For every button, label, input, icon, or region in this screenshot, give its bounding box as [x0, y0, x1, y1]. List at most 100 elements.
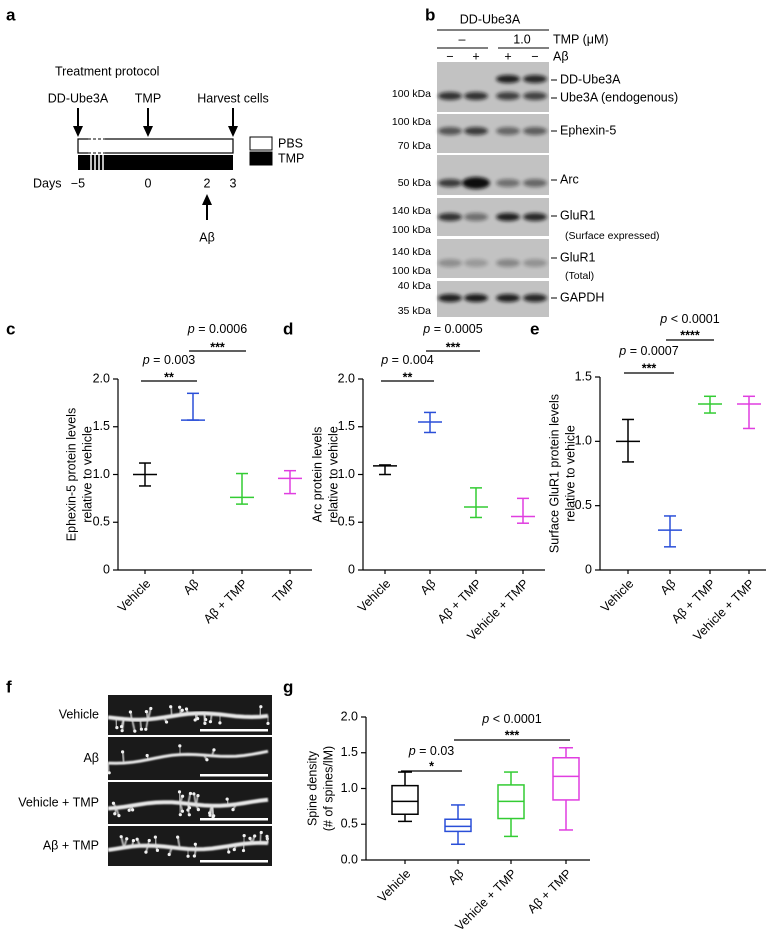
significance-stars: ***	[642, 361, 657, 375]
marker-label: 100 kDa	[392, 116, 431, 128]
arrow-label: TMP	[135, 91, 161, 105]
band	[438, 213, 462, 221]
spine-head	[186, 854, 190, 858]
y-tick-label: 1.0	[341, 781, 358, 795]
scale-bar	[200, 818, 268, 821]
spine-head	[133, 729, 137, 733]
spine-head	[139, 727, 144, 731]
marker-label: 140 kDa	[392, 205, 431, 217]
y-axis-label: Ephexin-5 protein levels	[64, 408, 78, 541]
spine-head	[205, 758, 209, 762]
spine-head	[128, 710, 132, 714]
y-axis-label: Spine density	[305, 750, 319, 826]
lane-sign: −	[531, 49, 538, 63]
band	[496, 127, 520, 135]
tmp-level: 1.0	[513, 32, 530, 46]
spine-head	[120, 729, 124, 733]
band-label: DD-Ube3A	[560, 72, 621, 86]
x-tick-label: TMP	[270, 577, 299, 606]
panel-a: a Treatment protocol DD-Ube3A TMP Harves…	[6, 5, 304, 244]
spine	[259, 706, 262, 717]
significance-stars: *	[429, 759, 434, 773]
spine	[187, 793, 192, 804]
y-tick-label: 0.5	[338, 515, 355, 529]
spine	[187, 803, 191, 815]
legend-box	[249, 151, 273, 166]
dendrite	[107, 749, 269, 765]
pbs-bar	[77, 138, 234, 154]
y-tick-label: 1.5	[575, 369, 592, 383]
spine-head	[149, 706, 153, 711]
panel-letter: e	[530, 319, 539, 338]
p-value: p = 0.0007	[618, 344, 678, 358]
band-label: GluR1	[560, 208, 595, 222]
spine-head	[196, 716, 200, 721]
marker-label: 100 kDa	[392, 224, 431, 236]
band	[496, 259, 520, 267]
band	[464, 294, 488, 302]
spine	[147, 708, 152, 720]
abeta-label: Aβ	[199, 230, 215, 244]
x-tick-label: Aβ + TMP	[201, 577, 251, 627]
bar-break	[90, 155, 104, 170]
day-label: 0	[145, 176, 152, 190]
blot-panel	[437, 155, 549, 195]
spine	[131, 719, 136, 732]
band	[438, 259, 462, 267]
band	[523, 179, 547, 187]
arrow-label: Harvest cells	[197, 91, 269, 105]
y-tick-label: 2.0	[93, 371, 110, 385]
spine-head	[178, 705, 182, 709]
arrows	[73, 108, 238, 220]
significance-stars: ***	[446, 340, 461, 354]
p-value: p = 0.0006	[187, 322, 247, 336]
spine	[176, 836, 181, 849]
image-label: Vehicle	[59, 707, 99, 721]
days-label: Days	[33, 176, 61, 190]
day-label: 3	[230, 176, 237, 190]
spine-head	[187, 813, 191, 817]
spine	[178, 791, 181, 803]
construct-label: DD-Ube3A	[460, 12, 521, 26]
spine-head	[232, 847, 236, 852]
band	[496, 92, 520, 100]
y-tick-label: 0	[103, 562, 110, 576]
x-tick-label: Vehicle	[355, 577, 393, 615]
spine-head	[259, 830, 263, 835]
spine-head	[196, 793, 200, 798]
band	[464, 127, 488, 135]
image-label: Aβ + TMP	[43, 838, 99, 852]
x-tick-label: Vehicle	[375, 867, 413, 905]
spine-head	[176, 835, 180, 839]
lane-sign: +	[504, 49, 511, 63]
band	[462, 177, 490, 189]
y-tick-label: 1.0	[338, 467, 355, 481]
spine-head	[178, 813, 182, 817]
band	[523, 294, 547, 302]
marker-label: 70 kDa	[398, 140, 431, 152]
p-value: p < 0.0001	[481, 712, 541, 726]
spine-head	[196, 808, 200, 812]
p-value: p = 0.03	[408, 744, 455, 758]
y-tick-label: 2.0	[338, 371, 355, 385]
spine-head	[259, 705, 263, 709]
panel-letter: f	[6, 677, 12, 696]
spine-head	[145, 753, 149, 758]
arrow-label: DD-Ube3A	[48, 91, 109, 105]
box	[444, 818, 472, 833]
y-axis-label: relative to vehicle	[326, 426, 340, 523]
spine-head	[135, 837, 139, 841]
x-tick-label: Vehicle	[115, 577, 153, 615]
micrograph	[108, 737, 272, 780]
spine	[145, 719, 149, 730]
panel-letter: g	[283, 677, 293, 696]
day-label: 2	[204, 176, 211, 190]
y-tick-label: 1.0	[575, 434, 592, 448]
panel-b: b DD-Ube3A – 1.0 TMP (μM) Aβ	[425, 5, 609, 63]
blot-panel	[437, 239, 549, 278]
y-axis-label: Arc protein levels	[310, 427, 324, 523]
lane-sign: −	[446, 49, 453, 63]
spine-head	[144, 727, 148, 731]
spine-head	[253, 834, 257, 838]
